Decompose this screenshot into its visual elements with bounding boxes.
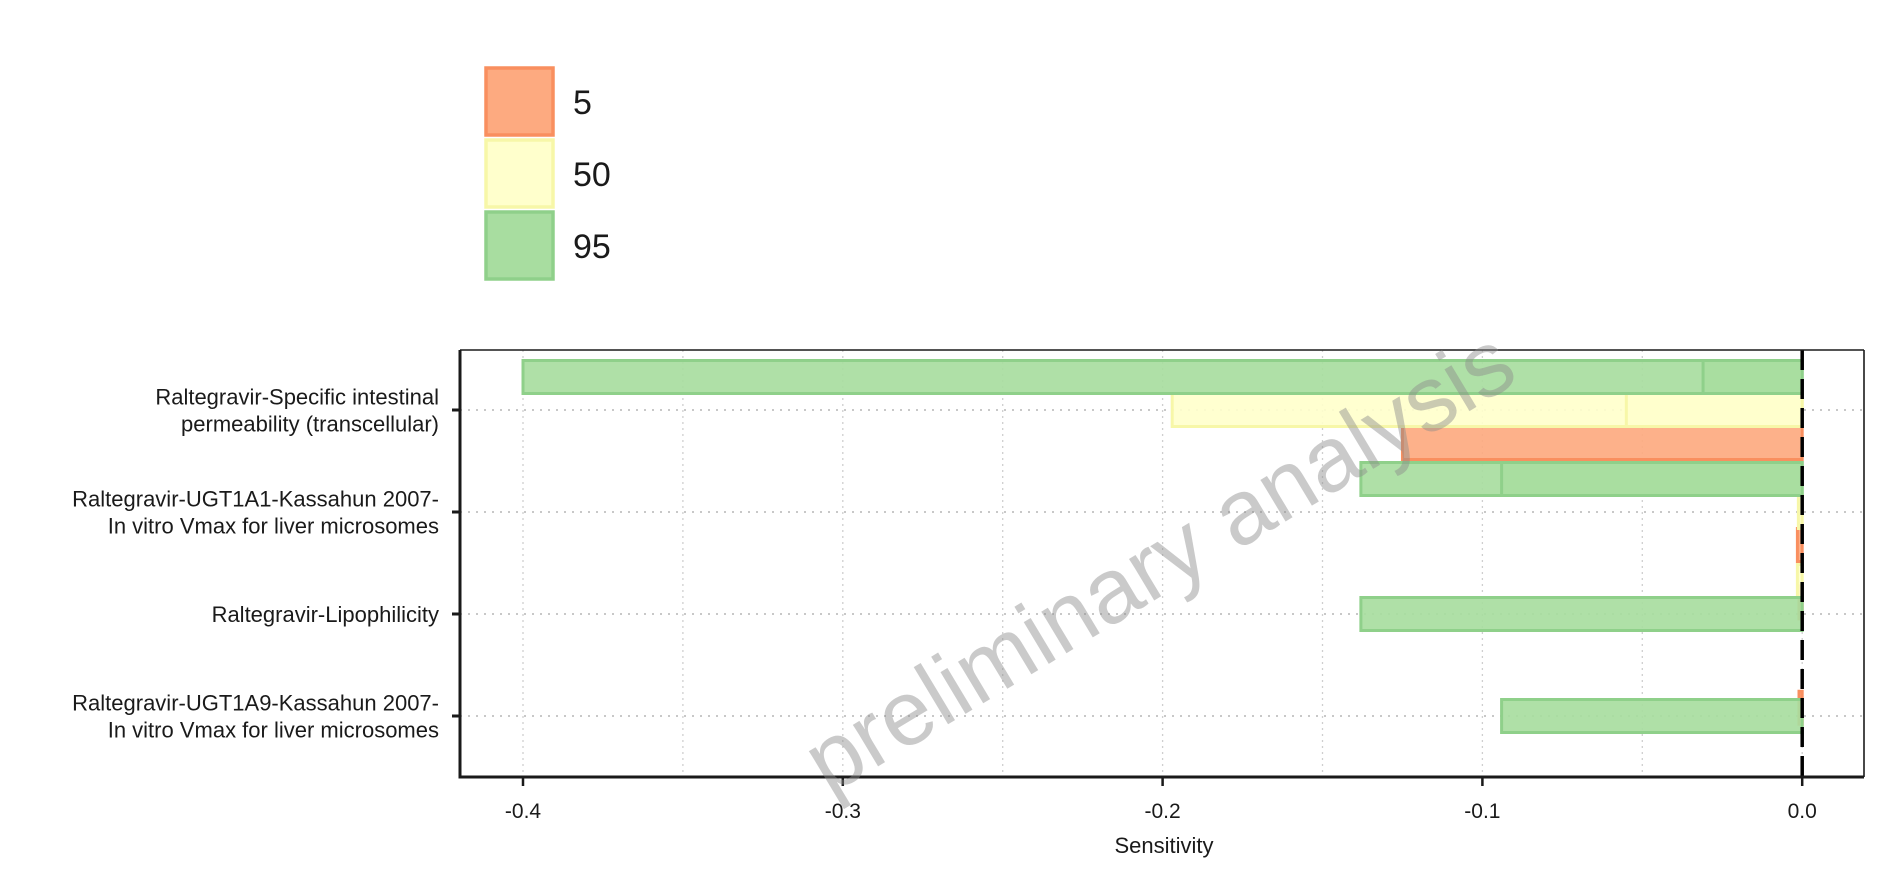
axes <box>458 349 1865 779</box>
y-category-label: Raltegravir-Specific intestinal <box>155 385 439 410</box>
bar-95-percentile <box>1359 596 1804 632</box>
bar-95-percentile <box>1500 461 1804 497</box>
bar-95-percentile <box>1500 698 1804 734</box>
x-tick-label: -0.3 <box>825 800 861 823</box>
legend-key-50 <box>484 138 555 209</box>
x-axis-title: Sensitivity <box>1114 833 1213 858</box>
legend: 5 50 95 <box>484 66 611 281</box>
y-category-label: Raltegravir-UGT1A1-Kassahun 2007- <box>72 487 439 512</box>
x-axis-ticks: -0.4 -0.3 -0.2 -0.1 0.0 <box>505 777 1817 823</box>
legend-key-95 <box>484 210 555 281</box>
bar-95-percentile <box>521 359 1804 395</box>
bars <box>521 359 1804 734</box>
legend-label: 95 <box>573 228 611 266</box>
y-category-label: In vitro Vmax for liver microsomes <box>108 718 439 743</box>
y-axis-category-labels: Raltegravir-Specific intestinalpermeabil… <box>72 385 460 743</box>
x-tick-label: -0.2 <box>1145 800 1181 823</box>
y-category-label: Raltegravir-Lipophilicity <box>212 602 439 627</box>
y-category-label: In vitro Vmax for liver microsomes <box>108 514 439 539</box>
legend-label: 5 <box>573 84 592 122</box>
legend-key-5 <box>484 66 555 137</box>
y-category-label: permeability (transcellular) <box>181 412 439 437</box>
y-category-label: Raltegravir-UGT1A9-Kassahun 2007- <box>72 691 439 716</box>
x-tick-label: 0.0 <box>1788 800 1817 823</box>
bar-5-percentile <box>1400 425 1804 461</box>
bar-95-percentile <box>1701 359 1804 395</box>
x-tick-label: -0.1 <box>1464 800 1500 823</box>
x-tick-label: -0.4 <box>505 800 542 823</box>
bar-50-percentile <box>1624 392 1804 428</box>
legend-label: 50 <box>573 156 611 194</box>
